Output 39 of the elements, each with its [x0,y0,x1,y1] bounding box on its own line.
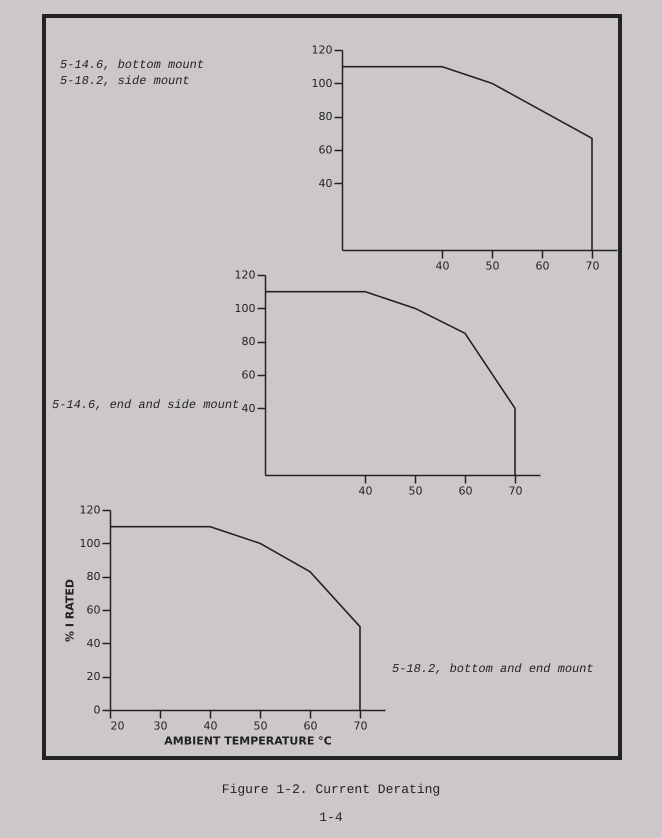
x-axis-title: AMBIENT TEMPERATURE °C [164,734,332,748]
y-tick-label: 120 [234,268,256,282]
y-tick-label: 60 [318,144,332,156]
x-tick-label: 60 [536,260,550,272]
x-tick-label: 50 [408,484,422,498]
y-tick-label: 0 [94,704,100,716]
y-axis-title: % I RATED [64,578,77,642]
y-tick-label: 120 [80,504,100,516]
x-tick-label: 70 [354,720,368,732]
x-tick-label: 40 [204,720,218,732]
text: 5-14.6, bottom mount [60,58,204,73]
y-tick-label: 60 [86,604,100,616]
caption: Figure 1-2. Current Derating [220,782,442,797]
x-tick-label: 60 [304,720,318,732]
x-tick-label: 70 [508,484,522,498]
x-tick-label: 50 [254,720,268,732]
y-tick-label: 100 [234,302,256,315]
y-tick-label: 80 [318,110,332,124]
x-tick-label: 40 [436,260,450,272]
x-tick-label: 20 [110,720,124,732]
y-tick-label: 60 [242,368,256,382]
x-tick-label: 30 [154,720,168,732]
y-tick-label: 20 [86,670,100,684]
y-tick-label: 100 [312,76,332,90]
x-tick-label: 70 [586,260,600,272]
x-tick-label: 40 [358,484,372,498]
y-tick-label: 40 [86,636,100,650]
y-tick-label: 80 [242,335,256,348]
y-tick-label: 40 [318,176,332,190]
y-tick-label: 80 [86,570,100,584]
text: 5-18.2, side mount [60,74,190,89]
y-tick-label: 120 [312,44,332,56]
text: 5-14.6, end and side mount [52,398,240,413]
x-tick-label: 60 [458,484,472,498]
text: 5-18.2, bottom and end mount [392,662,594,677]
y-tick-label: 40 [242,402,256,415]
text: 1-4 [318,810,344,825]
x-tick-label: 50 [486,260,500,272]
y-tick-label: 100 [80,536,100,550]
